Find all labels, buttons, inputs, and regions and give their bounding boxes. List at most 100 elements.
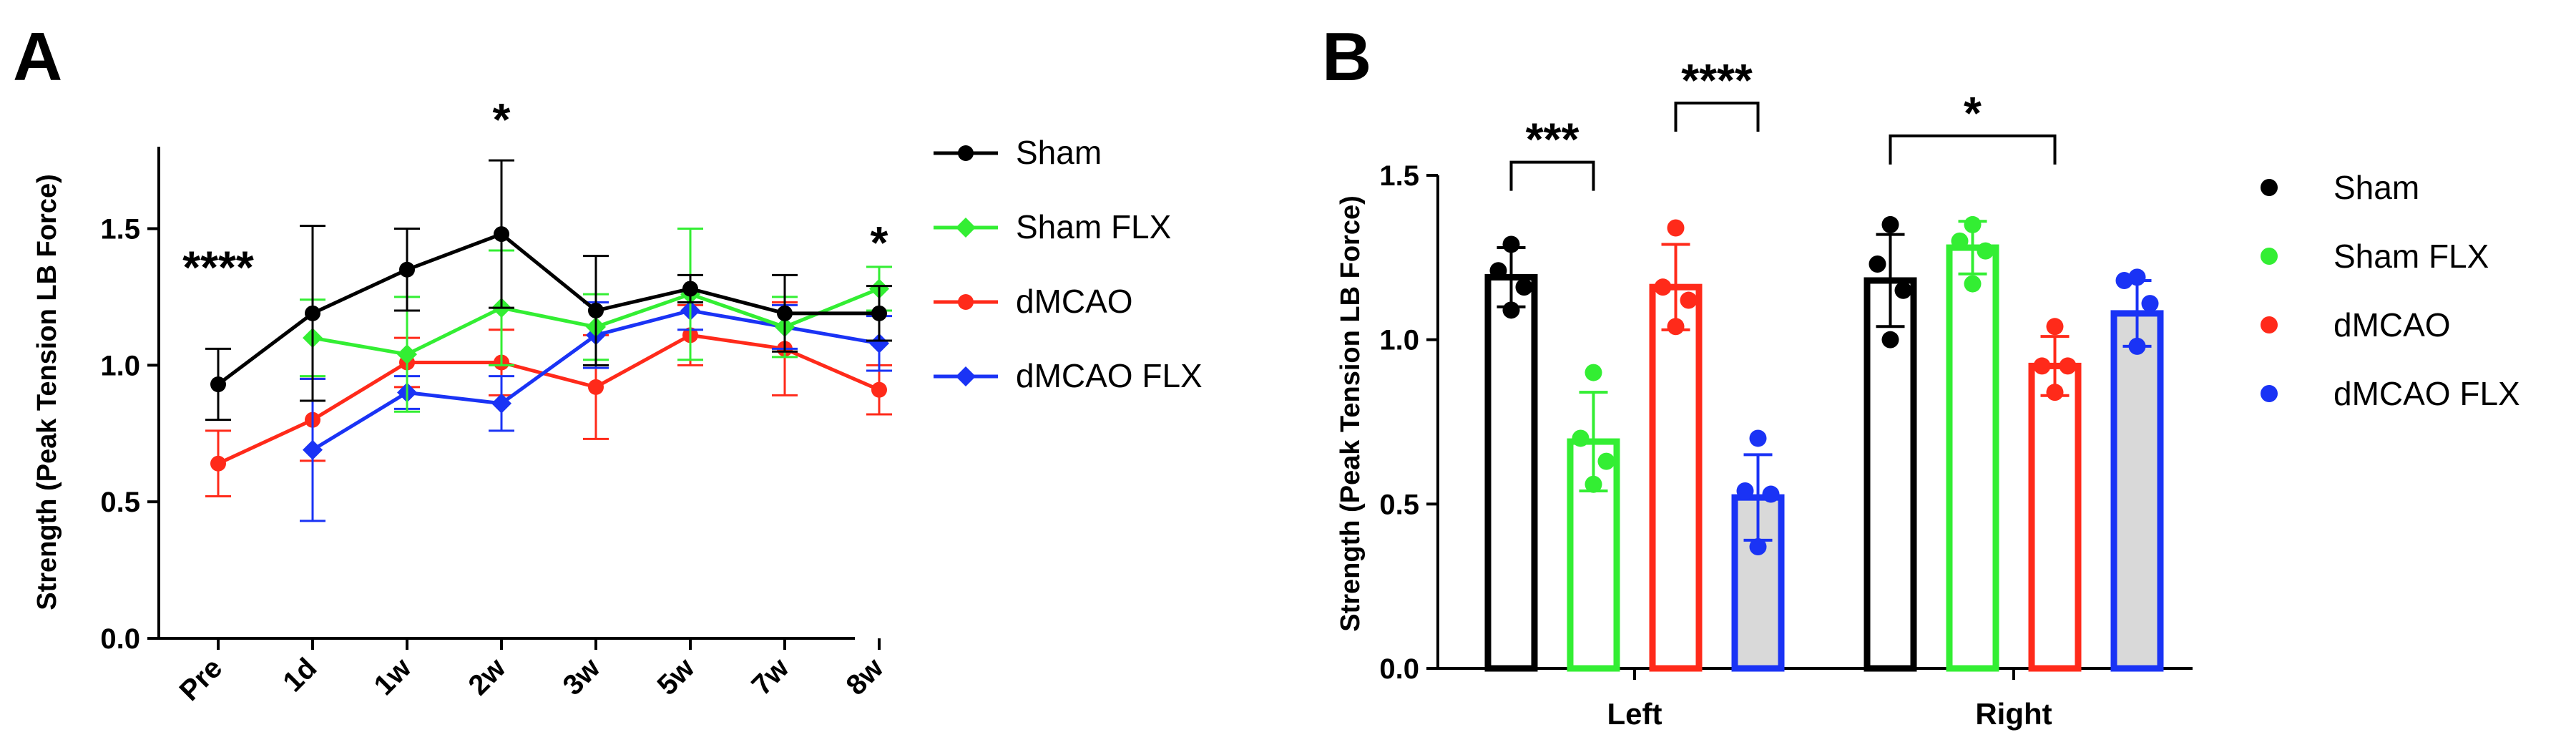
panel-a: A Strength (Peak Tension LB Force) 0.0 0.… [13,19,1203,707]
legend-label: dMCAO FLX [1016,357,1203,394]
legend-marker [2261,316,2278,333]
data-point [588,379,604,395]
significance-star: **** [182,241,254,293]
data-point [1598,453,1615,470]
bar [1652,287,1699,668]
data-point [2047,384,2064,401]
data-point [1572,429,1590,447]
x-tick-label-a: 5w [652,652,701,701]
significance-star: **** [1681,54,1753,106]
figure: A Strength (Peak Tension LB Force) 0.0 0.… [0,0,2576,755]
data-point [871,306,887,321]
data-point [871,382,887,398]
bar-group-right [2032,318,2078,668]
y-tick-label-a: 0.0 [100,623,140,655]
y-axis-label-a: Strength (Peak Tension LB Force) [32,174,62,610]
data-point [1977,243,1994,260]
significance-bracket: **** [1676,54,1758,132]
data-point [210,456,226,472]
data-point [1895,282,1912,299]
data-point [1750,429,1767,447]
legend-label: Sham FLX [2333,238,2489,275]
legend-item-b: dMCAO [2261,306,2451,344]
legend-marker [958,145,974,161]
x-tick-label-a: 3w [557,652,607,701]
data-point [2129,338,2146,355]
x-tick-label-a: 8w [841,652,890,701]
y-tick-label-b: 1.0 [1379,325,1419,356]
data-point [494,226,509,242]
data-point [1490,262,1507,279]
y-tick-label-a: 1.5 [100,214,140,245]
legend-label: dMCAO [2333,306,2451,344]
data-point [1503,235,1520,253]
legend-item-a: Sham FLX [934,208,1171,245]
bar-group-left [1652,219,1699,668]
x-tick-label-b: Right [1975,697,2052,731]
significance-bracket: * [1891,87,2055,165]
data-point [2047,318,2064,335]
data-point [303,440,323,460]
bar-group-right [1949,216,1996,668]
data-point [1503,301,1520,318]
bar-group-left [1488,235,1534,668]
data-point [1964,276,1982,293]
legend-item-a: dMCAO [934,283,1133,320]
data-point [2060,357,2077,374]
legend-item-b: Sham FLX [2261,238,2489,275]
bar [2032,366,2078,668]
x-tick-label-a: 1d [277,652,323,698]
data-point [1750,538,1767,555]
data-point [1882,331,1899,349]
bar [1488,277,1534,668]
data-point [1667,219,1685,236]
legend-marker [956,218,976,238]
bar-group-left [1570,364,1617,668]
legend-marker [2261,248,2278,265]
bracket-line [1676,103,1758,132]
legend-label: Sham FLX [1016,208,1171,245]
data-point [1869,255,1886,273]
significance-star: * [1964,87,1982,139]
data-point [210,376,226,392]
legend-marker [2261,179,2278,196]
data-point [1585,476,1602,493]
y-tick-label-b: 0.5 [1379,489,1419,520]
legend-item-b: Sham [2261,169,2419,206]
significance-star: *** [1526,114,1580,165]
legend-label: Sham [1016,134,1102,171]
legend-label: dMCAO FLX [2333,375,2520,412]
significance-bracket: *** [1512,114,1594,191]
bar-group-right [1867,216,1914,668]
data-point [1516,278,1533,296]
legend-marker [2261,385,2278,402]
bar-group-right [2114,268,2160,668]
significance-star: * [493,94,511,145]
data-point [682,281,698,296]
data-point [399,262,415,278]
data-point [588,303,604,318]
legend-item-b: dMCAO FLX [2261,375,2520,412]
data-point [777,306,793,321]
data-point [1882,216,1899,233]
x-tick-label-a: 2w [463,652,512,701]
data-point [2116,272,2133,289]
y-tick-label-a: 0.5 [100,487,140,518]
data-point [1667,318,1685,335]
y-tick-label-a: 1.0 [100,350,140,381]
data-point [1951,233,1969,250]
y-tick-label-b: 1.5 [1379,160,1419,192]
bar [2114,313,2160,668]
x-tick-label-b: Left [1607,697,1662,731]
legend-marker [958,294,974,310]
panel-label-a: A [13,19,62,95]
y-tick-label-b: 0.0 [1379,653,1419,685]
data-point [1655,278,1672,296]
bracket-line [1512,162,1594,191]
data-point [305,306,320,321]
legend-marker [956,366,976,386]
data-point [1680,292,1698,309]
bracket-line [1891,136,2055,165]
data-point [1737,482,1754,500]
significance-star: * [871,217,888,268]
